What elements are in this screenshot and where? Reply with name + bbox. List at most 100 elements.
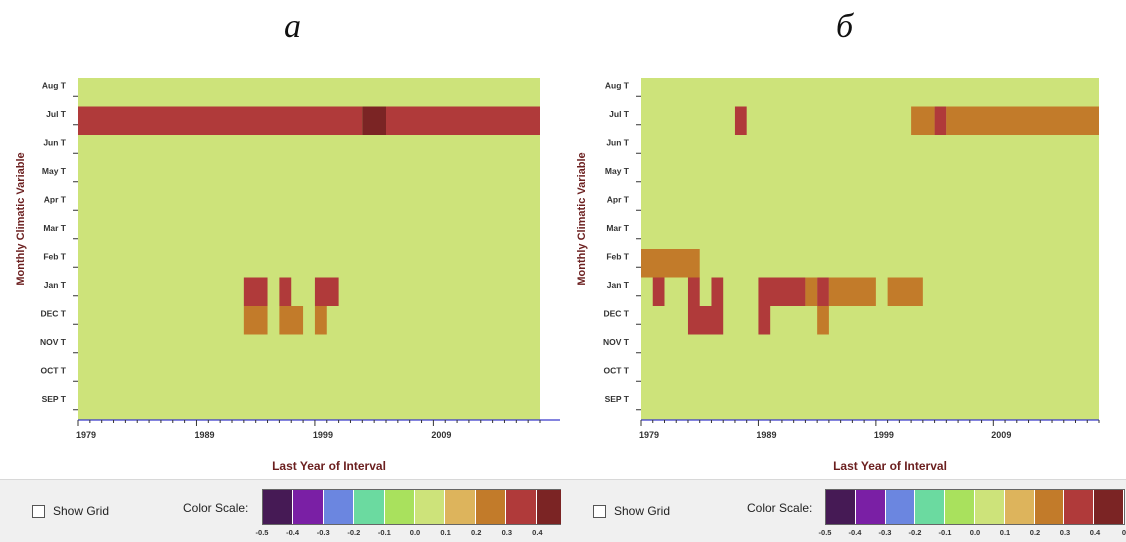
x-tick-label: 1989: [194, 430, 214, 440]
heatmap-cell: [652, 277, 665, 306]
y-tick-label: Jan T: [44, 280, 67, 290]
y-tick-label: SEP T: [605, 394, 630, 404]
color-scale-label: Color Scale:: [183, 501, 249, 515]
figure-label-a: а: [284, 8, 301, 45]
show-grid-label: Show Grid: [614, 504, 671, 518]
heatmap-cell: [279, 306, 304, 335]
heatmap-cell: [687, 277, 700, 306]
y-axis-label: Monthly Climatic Variable: [15, 152, 27, 285]
legend-swatch: [354, 490, 385, 524]
heatmap-cell: [934, 106, 947, 135]
legend-swatch: [826, 490, 856, 524]
y-tick-label: Jun T: [606, 137, 629, 147]
legend-swatch: [506, 490, 537, 524]
legend-tick-label: 0.2: [1029, 528, 1041, 537]
legend-swatch: [263, 490, 294, 524]
legend-swatch: [323, 490, 355, 524]
color-scale-label: Color Scale:: [747, 501, 813, 515]
y-tick-label: Aug T: [42, 80, 67, 90]
figure-label-b: б: [836, 8, 854, 45]
show-grid-checkbox[interactable]: Show Grid: [32, 504, 109, 518]
legend-swatch: [415, 490, 446, 524]
color-scale-legend: [825, 489, 1125, 525]
chart-panel-a: Aug T Jul T Jun T May T Apr T Mar T Feb T Jan T…: [0, 60, 573, 542]
y-axis-label: Monthly Climatic Variable: [576, 152, 588, 285]
legend-tick-label: 0.0: [409, 528, 421, 537]
legend-tick-label: -0.3: [316, 528, 330, 537]
legend-swatch: [1064, 490, 1095, 524]
color-scale-legend: [262, 489, 568, 525]
heatmap-cell: [78, 106, 363, 135]
legend-swatch: [445, 490, 476, 524]
legend-tick-label: -0.4: [286, 528, 300, 537]
y-tick-label: OCT T: [604, 365, 630, 375]
controls-bar-a: Show Grid Color Scale: -0.5 -0.4 -0.3 -0.2 -…: [0, 479, 573, 542]
heatmap-cell: [758, 277, 806, 306]
legend-tick-label: -0.1: [938, 528, 952, 537]
legend-tick-label: 0.3: [1059, 528, 1071, 537]
legend-swatch: [475, 490, 507, 524]
y-tick-label: DEC T: [604, 308, 630, 318]
legend-tick-label: 0.2: [470, 528, 482, 537]
legend-swatch: [1034, 490, 1065, 524]
legend-tick-label: 0.1: [999, 528, 1011, 537]
legend-tick-label: 0.3: [501, 528, 513, 537]
legend-swatch: [915, 490, 946, 524]
heatmap-cell: [734, 106, 747, 135]
y-tick-label: May T: [605, 166, 630, 176]
x-tick-label: 1999: [874, 430, 894, 440]
heatmap-cell: [828, 277, 876, 306]
y-tick-label: OCT T: [41, 365, 67, 375]
heatmap-cell: [817, 277, 829, 306]
x-tick-label: 1979: [76, 430, 96, 440]
y-tick-label: Apr T: [44, 194, 67, 204]
y-tick-label: SEP T: [42, 394, 67, 404]
heatmap-cell: [386, 106, 540, 135]
legend-swatch: [855, 490, 886, 524]
y-tick-label: NOV T: [40, 337, 67, 347]
legend-tick-label: -0.2: [908, 528, 922, 537]
legend-swatch: [293, 490, 324, 524]
checkbox-box[interactable]: [593, 504, 606, 518]
heatmap-cell: [711, 277, 724, 306]
x-tick-label: 2009: [991, 430, 1011, 440]
show-grid-label: Show Grid: [53, 504, 110, 518]
y-tick-label: Jan T: [607, 280, 630, 290]
legend-tick-label: 0.1: [440, 528, 451, 537]
y-tick-label: DEC T: [41, 308, 67, 318]
legend-swatch: [945, 490, 975, 524]
y-tick-label: Feb T: [606, 251, 629, 261]
heatmap-cell: [314, 277, 339, 306]
y-tick-label: May T: [42, 166, 67, 176]
heatmap-cell: [946, 106, 1099, 135]
legend-tick-label: -0.5: [818, 528, 832, 537]
controls-bar-b: Show Grid Color Scale: -0.5 -0.4 -0.3 -0.2 -…: [561, 479, 1126, 542]
heatmap-cell: [817, 306, 829, 335]
show-grid-checkbox[interactable]: Show Grid: [593, 504, 670, 518]
y-tick-label: Jul T: [46, 109, 67, 119]
legend-swatch: [1094, 490, 1124, 524]
legend-swatch: [1004, 490, 1035, 524]
legend-tick-label: 0.: [1121, 528, 1126, 537]
legend-swatch: [885, 490, 916, 524]
legend-tick-label: 0.0: [969, 528, 981, 537]
legend-tick-label: -0.4: [848, 528, 862, 537]
legend-tick-label: 0.4: [532, 528, 543, 537]
legend-tick-label: 0.4: [1089, 528, 1101, 537]
heatmap-chart-a: Aug T Jul T Jun T May T Apr T Mar T Feb T Jan T…: [15, 78, 560, 473]
heatmap-cell: [687, 306, 724, 335]
heatmap-cell: [243, 277, 268, 306]
heatmap-cell: [314, 306, 327, 335]
legend-tick-label: -0.3: [878, 528, 892, 537]
y-tick-label: Mar T: [43, 223, 66, 233]
checkbox-box[interactable]: [32, 504, 45, 518]
x-axis-label: Last Year of Interval: [833, 459, 947, 473]
y-tick-label: Aug T: [605, 80, 630, 90]
legend-tick-label: -0.2: [347, 528, 361, 537]
heatmap-cell: [279, 277, 292, 306]
heatmap-cell: [641, 249, 700, 278]
y-tick-label: Mar T: [606, 223, 629, 233]
x-tick-label: 1989: [756, 430, 776, 440]
legend-swatch: [974, 490, 1005, 524]
y-tick-label: Jul T: [609, 109, 630, 119]
